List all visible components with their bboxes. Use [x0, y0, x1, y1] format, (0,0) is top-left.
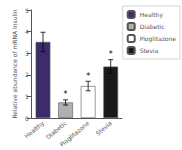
svg-text:0: 0	[25, 115, 29, 122]
svg-text:Diabetic: Diabetic	[44, 119, 68, 141]
svg-text:*: *	[109, 50, 113, 59]
svg-text:Pioglitazone: Pioglitazone	[58, 119, 91, 149]
svg-text:Healthy: Healthy	[140, 11, 164, 19]
svg-text:*: *	[64, 90, 68, 99]
svg-text:4: 4	[25, 28, 29, 35]
svg-text:3: 3	[25, 50, 29, 57]
svg-text:Stevia: Stevia	[94, 119, 113, 137]
svg-text:1: 1	[25, 93, 29, 100]
svg-text:Diabetic: Diabetic	[140, 23, 165, 30]
svg-text:Stevia: Stevia	[140, 47, 159, 54]
svg-text:5: 5	[25, 7, 29, 14]
svg-text:*: *	[86, 72, 90, 81]
svg-text:2: 2	[25, 71, 29, 78]
svg-text:Relative abundance of mRNA Ins: Relative abundance of mRNA Insulin	[11, 9, 18, 118]
svg-text:Healthy: Healthy	[23, 119, 46, 140]
svg-text:Pioglitazone: Pioglitazone	[140, 35, 177, 43]
